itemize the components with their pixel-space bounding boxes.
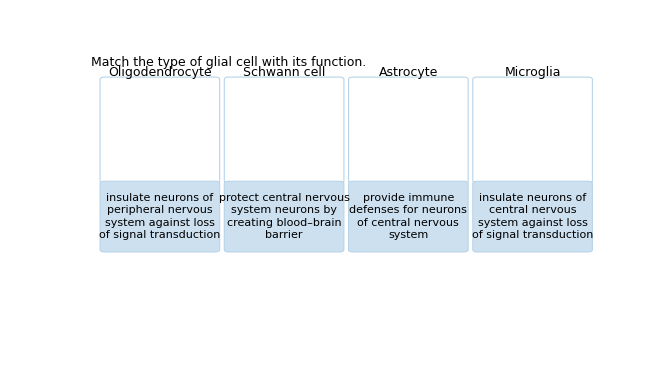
Text: Microglia: Microglia [504, 66, 561, 78]
FancyBboxPatch shape [349, 77, 468, 183]
FancyBboxPatch shape [473, 77, 593, 183]
FancyBboxPatch shape [100, 77, 220, 183]
FancyBboxPatch shape [349, 181, 468, 252]
Text: protect central nervous
system neurons by
creating blood–brain
barrier: protect central nervous system neurons b… [218, 193, 349, 240]
Text: provide immune
defenses for neurons
of central nervous
system: provide immune defenses for neurons of c… [349, 193, 468, 240]
FancyBboxPatch shape [100, 181, 220, 252]
FancyBboxPatch shape [224, 77, 344, 183]
Text: Astrocyte: Astrocyte [379, 66, 438, 78]
Text: Oligodendrocyte: Oligodendrocyte [108, 66, 212, 78]
FancyBboxPatch shape [473, 181, 593, 252]
Text: insulate neurons of
central nervous
system against loss
of signal transduction: insulate neurons of central nervous syst… [472, 193, 593, 240]
Text: insulate neurons of
peripheral nervous
system against loss
of signal transductio: insulate neurons of peripheral nervous s… [99, 193, 220, 240]
Text: Match the type of glial cell with its function.: Match the type of glial cell with its fu… [92, 56, 367, 69]
FancyBboxPatch shape [224, 181, 344, 252]
Text: Schwann cell: Schwann cell [243, 66, 325, 78]
